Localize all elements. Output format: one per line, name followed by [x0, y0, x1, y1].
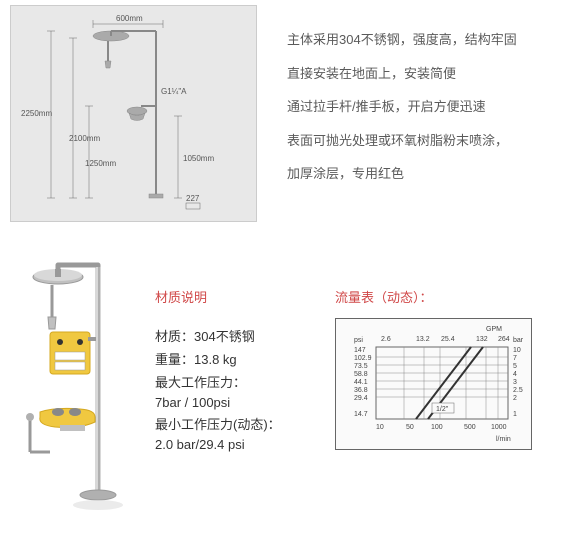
dim-total-height: 2250mm	[21, 109, 52, 118]
feature-list: 主体采用304不锈钢，强度高，结构牢固 直接安装在地面上，安装简便 通过拉手杆/…	[287, 5, 517, 198]
y-right: 7	[513, 355, 517, 362]
material-item: 2.0 bar/29.4 psi	[155, 437, 305, 452]
x-label: 132	[476, 336, 488, 343]
material-item: 最大工作压力：	[155, 372, 305, 391]
y-left: 102.9	[354, 355, 372, 362]
feature-item: 表面可抛光处理或环氧树脂粉末喷涂，	[287, 131, 517, 151]
y-right: 4	[513, 371, 517, 378]
y-right: 3	[513, 379, 517, 386]
unit-lmin: l/min	[496, 436, 511, 443]
feature-item: 主体采用304不锈钢，强度高，结构牢固	[287, 30, 517, 50]
right-content: 材质说明 材质：304不锈钢 重量：13.8 kg 最大工作压力： 7bar /…	[155, 257, 532, 456]
y-left: 147	[354, 347, 366, 354]
x-bottom: 500	[464, 424, 476, 431]
unit-bar: bar	[513, 337, 524, 344]
dim-mid-height: 1250mm	[85, 159, 116, 168]
y-right: 2	[513, 395, 517, 402]
y-left: 29.4	[354, 395, 368, 402]
y-right: 1	[513, 411, 517, 418]
material-item: 重量：13.8 kg	[155, 349, 305, 368]
flow-chart-block: 流量表（动态）： GPM 2.6 13.2 25.4 132 264 psi 1…	[335, 287, 532, 456]
y-right: 10	[513, 347, 521, 354]
y-right: 2.5	[513, 387, 523, 394]
feature-item: 通过拉手杆/推手板，开启方便迅速	[287, 97, 517, 117]
dimension-diagram: 600mm 2250mm 2100mm 1250mm	[10, 5, 257, 222]
material-item: 7bar / 100psi	[155, 395, 305, 410]
y-left: 73.5	[354, 363, 368, 370]
material-item: 材质：304不锈钢	[155, 326, 305, 345]
flow-chart-title: 流量表（动态）：	[335, 287, 532, 306]
dim-width: 600mm	[116, 14, 143, 23]
x-label: 13.2	[416, 336, 430, 343]
x-label: 25.4	[441, 336, 455, 343]
equipment-image	[10, 257, 140, 512]
pipe-label: G1¼"A	[161, 87, 187, 96]
flow-chart: GPM 2.6 13.2 25.4 132 264 psi 147 102.9 …	[335, 318, 532, 450]
y-left: 44.1	[354, 379, 368, 386]
base-dim: 227	[186, 194, 200, 203]
top-section: 600mm 2250mm 2100mm 1250mm	[0, 0, 561, 242]
unit-psi: psi	[354, 337, 363, 344]
x-label: 2.6	[381, 336, 391, 343]
dim-lower-height: 1050mm	[183, 154, 214, 163]
y-left: 58.8	[354, 371, 368, 378]
y-left: 36.8	[354, 387, 368, 394]
x-label: 264	[498, 336, 510, 343]
curve-label: 1/2"	[436, 406, 449, 413]
x-bottom: 1000	[491, 424, 507, 431]
x-bottom: 50	[406, 424, 414, 431]
y-right: 5	[513, 363, 517, 370]
material-block: 材质说明 材质：304不锈钢 重量：13.8 kg 最大工作压力： 7bar /…	[155, 287, 305, 456]
unit-gpm: GPM	[486, 326, 502, 333]
feature-item: 加厚涂层，专用红色	[287, 164, 517, 184]
dim-upper-height: 2100mm	[69, 134, 100, 143]
material-item: 最小工作压力(动态)：	[155, 414, 305, 433]
x-bottom: 100	[431, 424, 443, 431]
y-left: 14.7	[354, 411, 368, 418]
feature-item: 直接安装在地面上，安装简便	[287, 64, 517, 84]
material-title: 材质说明	[155, 287, 305, 306]
x-bottom: 10	[376, 424, 384, 431]
bottom-section: 材质说明 材质：304不锈钢 重量：13.8 kg 最大工作压力： 7bar /…	[0, 242, 561, 522]
